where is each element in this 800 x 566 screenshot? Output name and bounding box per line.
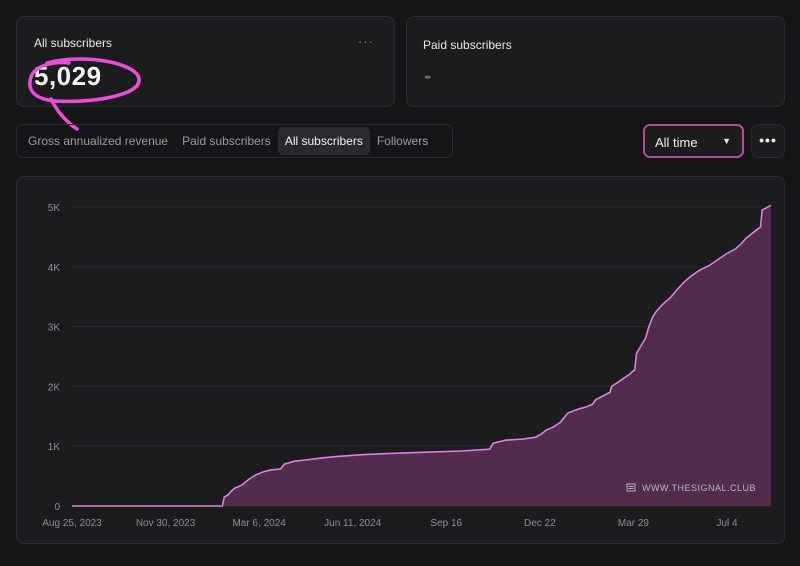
- series-line: [72, 204, 772, 507]
- y-tick-label: 5K: [48, 203, 61, 214]
- newspaper-icon: [626, 483, 636, 492]
- subscribers-chart: 0 1K 2K 3K 4K 5K Aug 25, 2023 Nov 30, 2023 Mar …: [16, 176, 785, 544]
- x-tick-label: Nov 30, 2023: [136, 518, 196, 529]
- series-area: [72, 205, 771, 507]
- hand-drawn-circle-annotation: [28, 57, 141, 131]
- x-tick-label: Mar 29: [618, 518, 650, 529]
- tab-gross-annualized-revenue[interactable]: Gross annualized revenue: [28, 134, 169, 148]
- card-menu-icon[interactable]: ···: [358, 34, 374, 49]
- y-tick-label: 4K: [48, 263, 61, 274]
- x-tick-label: Aug 25, 2023: [42, 518, 102, 529]
- x-tick-label: Jul 4: [716, 518, 738, 529]
- y-axis-ticks: 0 1K 2K 3K 4K 5K: [48, 203, 61, 513]
- paid-subscriber-count: -: [424, 63, 432, 88]
- tab-paid-subscribers[interactable]: Paid subscribers: [182, 134, 271, 148]
- y-tick-label: 3K: [48, 323, 61, 334]
- card-title: All subscribers: [34, 36, 113, 50]
- metric-tabs: Gross annualized revenue Paid subscriber…: [16, 124, 453, 158]
- card-title: Paid subscribers: [423, 38, 512, 52]
- caret-down-icon: ▼: [722, 136, 731, 146]
- tab-all-subscribers[interactable]: All subscribers: [277, 127, 370, 155]
- more-options-button[interactable]: •••: [751, 124, 785, 158]
- all-subscribers-card: All subscribers ··· 5,029: [16, 16, 395, 131]
- watermark: WWW.THESIGNAL.CLUB: [626, 483, 756, 493]
- y-tick-label: 0: [54, 502, 60, 513]
- tab-followers[interactable]: Followers: [376, 134, 429, 148]
- time-range-select[interactable]: All time ▼: [643, 124, 744, 158]
- y-tick-label: 1K: [48, 442, 61, 453]
- x-tick-label: Dec 22: [524, 518, 556, 529]
- x-axis-ticks: Aug 25, 2023 Nov 30, 2023 Mar 6, 2024 Jun 1…: [42, 518, 738, 529]
- chart-canvas: 0 1K 2K 3K 4K 5K Aug 25, 2023 Nov 30, 2023 Mar …: [42, 203, 772, 529]
- x-tick-label: Mar 6, 2024: [232, 518, 286, 529]
- paid-subscribers-card: Paid subscribers -: [406, 16, 785, 107]
- x-tick-label: Jun 11, 2024: [324, 518, 382, 529]
- x-tick-label: Sep 16: [430, 518, 462, 529]
- watermark-text: WWW.THESIGNAL.CLUB: [642, 483, 756, 493]
- y-tick-label: 2K: [48, 382, 61, 393]
- time-range-value: All time: [655, 135, 698, 150]
